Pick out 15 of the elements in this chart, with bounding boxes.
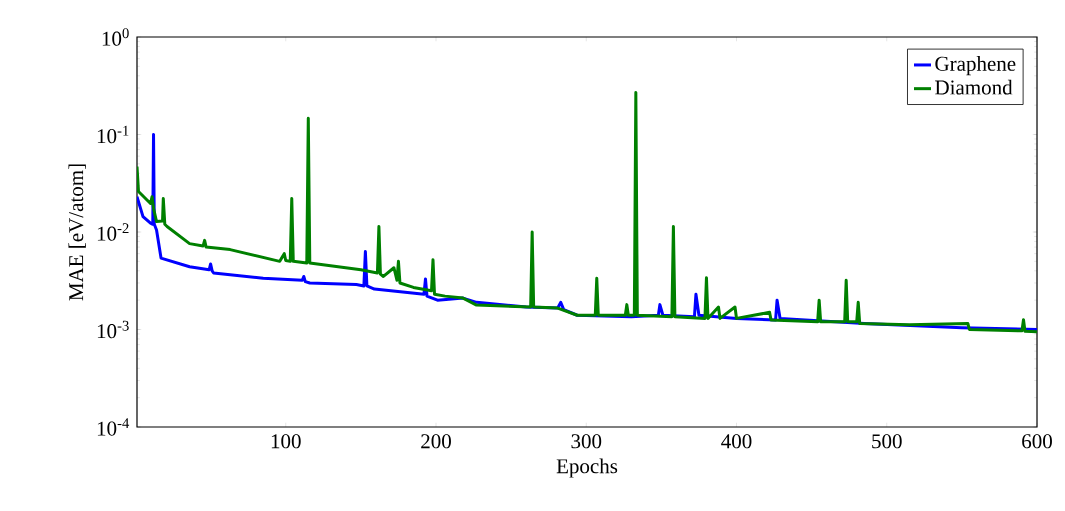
- y-tick-label: 10$^{-3}$: [97, 320, 129, 339]
- y-axis-title: MAE [eV/atom]: [68, 164, 86, 301]
- legend-label: Diamond: [935, 79, 1013, 95]
- x-tick-label: 200: [421, 434, 451, 449]
- y-tick-label: 10$^{0}$: [102, 28, 129, 46]
- x-tick-label: 500: [872, 434, 902, 449]
- y-tick-label: 10$^{-4}$: [97, 418, 130, 436]
- y-tick-label: 10$^{-1}$: [97, 125, 129, 144]
- x-tick-label: 600: [1022, 434, 1052, 449]
- x-tick-label: 400: [721, 434, 752, 449]
- x-tick-label: 300: [571, 434, 602, 449]
- legend-label: Graphene: [935, 56, 1016, 76]
- y-tick-label: 10$^{-2}$: [97, 223, 129, 241]
- x-tick-label: 100: [271, 434, 301, 449]
- x-axis-title: Epochs: [556, 458, 618, 478]
